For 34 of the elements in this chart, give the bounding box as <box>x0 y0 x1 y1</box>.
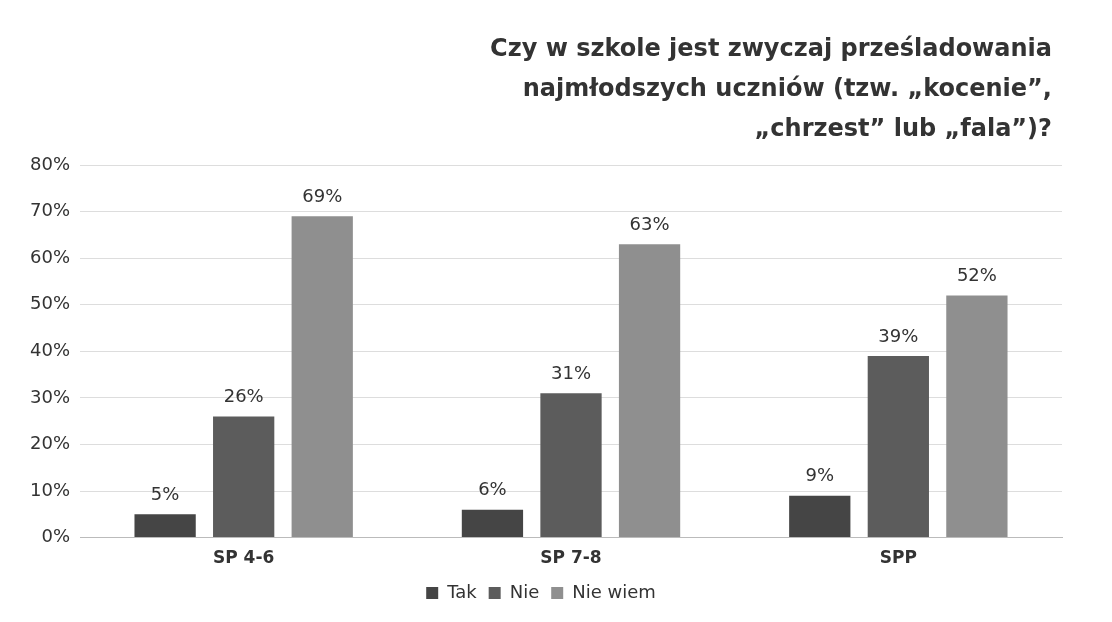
y-tick-label: 20% <box>29 432 71 454</box>
y-tick-label: 30% <box>29 385 71 407</box>
data-label: 31% <box>551 361 592 383</box>
y-tick-label: 50% <box>29 292 71 314</box>
y-tick-label: 80% <box>29 152 71 174</box>
y-tick-label: 70% <box>29 199 71 221</box>
data-label: 9% <box>805 464 835 486</box>
data-label: 52% <box>956 264 997 286</box>
y-tick-label: 60% <box>29 245 71 267</box>
y-tick-label: 40% <box>29 338 71 360</box>
x-tick-label: SP 7-8 <box>540 547 602 568</box>
y-tick-label: 10% <box>29 478 71 500</box>
bar <box>291 216 353 538</box>
bar <box>946 295 1008 538</box>
bar <box>213 416 275 538</box>
data-label: 39% <box>878 324 919 346</box>
x-tick-label: SP 4-6 <box>213 547 275 568</box>
bar <box>540 393 602 538</box>
legend-label: Tak <box>446 580 478 602</box>
chart-title: Czy w szkole jest zwyczaj prześladowania najmłodszych uczniów (tzw. „kocenie”, „chrzest” lub „fala”)? <box>489 33 1052 144</box>
y-tick-label: 0% <box>41 525 71 547</box>
bar <box>134 514 196 538</box>
legend-label: Nie wiem <box>572 580 656 602</box>
data-label: 5% <box>150 482 180 504</box>
data-label: 26% <box>223 385 264 407</box>
bar <box>461 509 524 538</box>
bar <box>789 495 851 538</box>
data-label: 63% <box>629 212 670 234</box>
legend-label: Nie <box>509 580 540 602</box>
x-tick-label: SPP <box>879 547 917 568</box>
bar <box>867 355 929 538</box>
data-label: 6% <box>478 478 507 500</box>
data-label: 69% <box>302 184 343 206</box>
bar <box>618 244 681 538</box>
